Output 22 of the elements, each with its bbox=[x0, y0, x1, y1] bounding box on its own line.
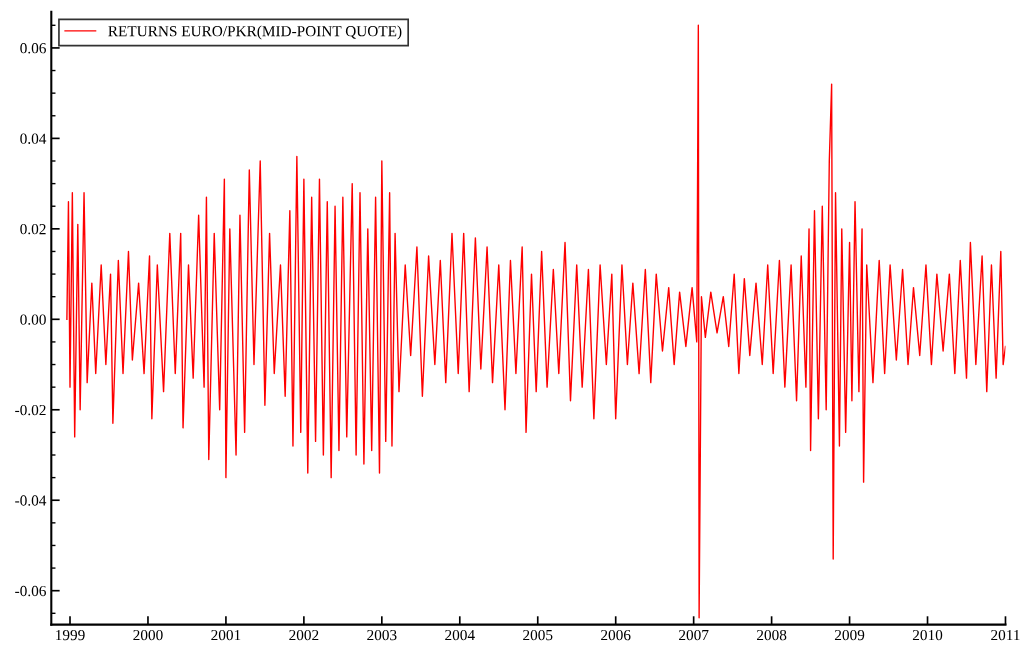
y-tick-label: -0.04 bbox=[15, 495, 47, 506]
x-tick-label: 2004 bbox=[445, 629, 475, 641]
x-tick-label: 2003 bbox=[367, 629, 397, 641]
x-tick-label: 2006 bbox=[601, 629, 631, 641]
x-tick-label: 2002 bbox=[289, 629, 319, 641]
x-tick-label: 2010 bbox=[912, 629, 943, 641]
y-tick-label: -0.06 bbox=[15, 585, 46, 597]
x-tick-label: 2005 bbox=[523, 629, 553, 641]
x-tick-label: 2000 bbox=[133, 629, 163, 641]
line-series bbox=[66, 24, 1006, 619]
y-tick-label: -0.02 bbox=[15, 404, 46, 416]
y-tick-label: 0.00 bbox=[20, 314, 46, 325]
x-tick-label: 2007 bbox=[679, 629, 709, 641]
y-tick-label: 0.02 bbox=[20, 223, 46, 235]
x-tick-label: 1999 bbox=[56, 629, 85, 641]
x-tick-label: 2009 bbox=[834, 629, 865, 641]
y-tick-label: 0.04 bbox=[20, 133, 47, 144]
x-tick-label: 2001 bbox=[211, 629, 241, 641]
y-tick-label: 0.06 bbox=[20, 43, 46, 54]
x-tick-label: 2011 bbox=[991, 629, 1020, 641]
legend-label: RETURNS EURO/PKR(MID-POINT QUOTE) bbox=[108, 25, 402, 40]
x-tick-label: 2008 bbox=[757, 629, 787, 641]
